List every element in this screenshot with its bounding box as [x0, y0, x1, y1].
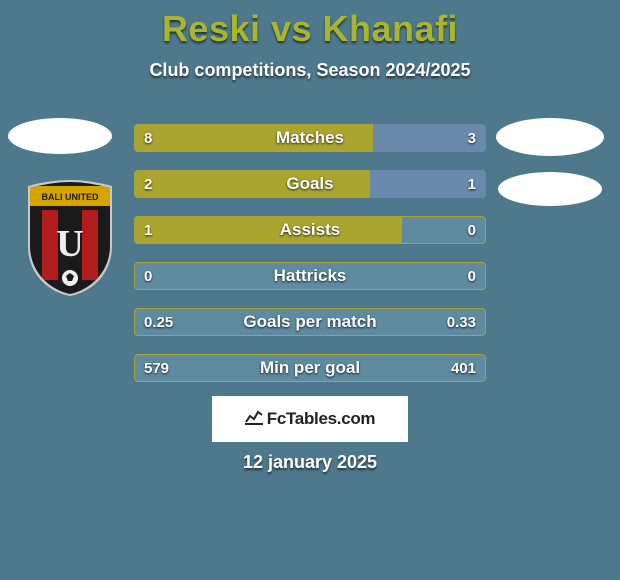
stat-label: Goals per match [134, 308, 486, 336]
stat-row: 579401Min per goal [134, 354, 486, 382]
stat-label: Goals [134, 170, 486, 198]
page-title: Reski vs Khanafi [0, 0, 620, 50]
brand-text: FcTables.com [267, 409, 376, 429]
shield-icon: BALI UNITED U [22, 178, 118, 296]
stat-row: 00Hattricks [134, 262, 486, 290]
stats-table: 83Matches 21Goals 10Assists 00Hattricks 0.25… [134, 124, 486, 400]
stat-row: 0.250.33Goals per match [134, 308, 486, 336]
stat-row: 21Goals [134, 170, 486, 198]
svg-text:U: U [56, 223, 83, 265]
brand-banner: FcTables.com [212, 396, 408, 442]
player-photo-left [8, 118, 112, 154]
season-subtitle: Club competitions, Season 2024/2025 [0, 60, 620, 81]
club-badge-right [498, 172, 602, 206]
chart-icon [245, 409, 263, 429]
stat-label: Assists [134, 216, 486, 244]
stat-row: 83Matches [134, 124, 486, 152]
comparison-card: Reski vs Khanafi Club competitions, Seas… [0, 0, 620, 580]
stat-label: Matches [134, 124, 486, 152]
stat-label: Hattricks [134, 262, 486, 290]
player-photo-right [496, 118, 604, 156]
svg-text:BALI UNITED: BALI UNITED [42, 192, 99, 202]
update-date: 12 january 2025 [0, 452, 620, 473]
stat-label: Min per goal [134, 354, 486, 382]
club-badge-left: BALI UNITED U [22, 178, 118, 296]
stat-row: 10Assists [134, 216, 486, 244]
